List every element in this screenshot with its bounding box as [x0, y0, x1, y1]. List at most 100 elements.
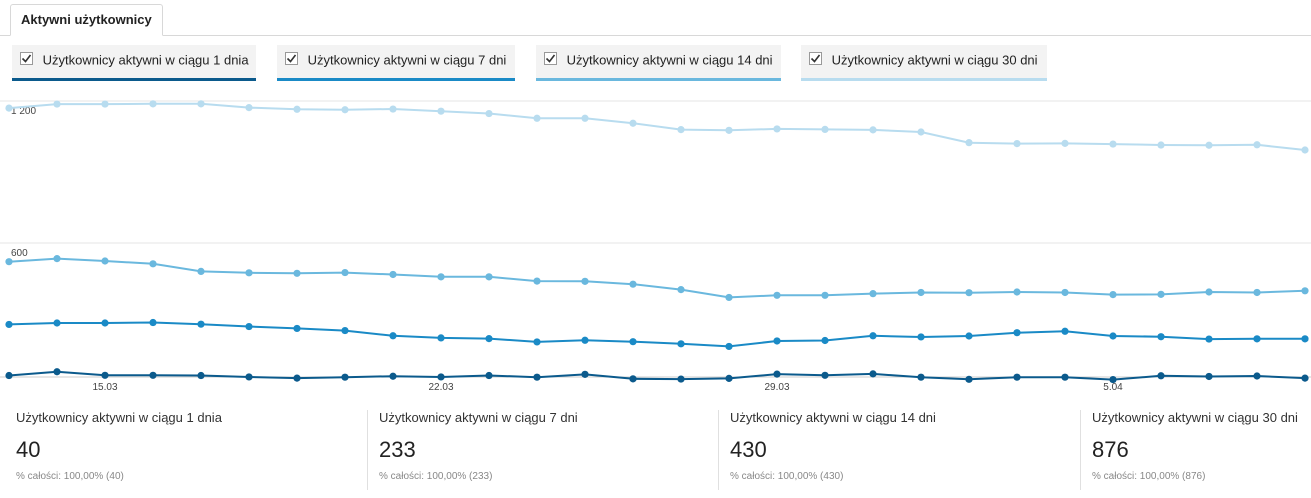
stat-label: Użytkownicy aktywni w ciągu 14 dni [730, 410, 936, 425]
data-point [677, 126, 685, 134]
legend-toggle-7-days[interactable]: Użytkownicy aktywni w ciągu 7 dni [277, 45, 515, 81]
data-point [149, 100, 157, 108]
data-point [869, 332, 877, 340]
stat-label: Użytkownicy aktywni w ciągu 1 dnia [16, 410, 222, 425]
data-point [5, 258, 13, 266]
data-point [725, 342, 733, 351]
tab-active-users[interactable]: Aktywni użytkownicy [10, 4, 163, 36]
data-point [389, 105, 397, 113]
checkbox-checked-icon[interactable] [20, 52, 33, 66]
data-point [485, 273, 493, 281]
data-point [725, 126, 733, 134]
stat-value: 40 [16, 437, 41, 462]
x-tick-label: 5.04 [1103, 382, 1123, 393]
data-point [965, 375, 973, 383]
stat-label: Użytkownicy aktywni w ciągu 7 dni [379, 410, 578, 425]
data-point [581, 370, 589, 378]
checkbox-checked-icon[interactable] [809, 52, 822, 66]
legend-color-bar [536, 78, 781, 81]
stat-7-days: Użytkownicy aktywni w ciągu 7 dni 233 % … [379, 410, 709, 488]
data-point [1205, 288, 1213, 296]
stat-value: 876 [1092, 437, 1129, 462]
stat-value: 233 [379, 437, 416, 462]
data-point [293, 374, 301, 382]
data-point [341, 373, 349, 381]
data-point [389, 372, 397, 380]
stat-value: 430 [730, 437, 767, 462]
data-point [101, 319, 109, 327]
data-point [341, 268, 349, 277]
data-point [1253, 141, 1261, 149]
data-point [725, 374, 733, 382]
series-line [8, 102, 1306, 151]
divider [718, 410, 719, 490]
data-point [293, 105, 301, 113]
stat-30-days: Użytkownicy aktywni w ciągu 30 dni 876 %… [1092, 410, 1307, 488]
stat-percent: % całości: 100,00% (233) [379, 471, 493, 482]
data-point [1301, 146, 1309, 154]
data-point [1205, 335, 1213, 343]
data-point [629, 119, 637, 127]
data-point [485, 335, 493, 343]
legend-color-bar [277, 78, 515, 81]
stat-label: Użytkownicy aktywni w ciągu 30 dni [1092, 410, 1298, 425]
legend-toggle-30-days[interactable]: Użytkownicy aktywni w ciągu 30 dni [801, 45, 1047, 81]
stat-percent: % całości: 100,00% (876) [1092, 471, 1206, 482]
data-point [1205, 141, 1213, 149]
data-point [245, 269, 253, 277]
data-point [821, 125, 829, 133]
legend-toggle-1-day[interactable]: Użytkownicy aktywni w ciągu 1 dnia [12, 45, 256, 81]
data-point [245, 104, 253, 112]
checkbox-checked-icon[interactable] [544, 52, 557, 66]
data-point [389, 270, 397, 279]
data-point [869, 370, 877, 378]
data-point [149, 371, 157, 379]
stat-14-days: Użytkownicy aktywni w ciągu 14 dni 430 %… [730, 410, 1070, 488]
legend-label: Użytkownicy aktywni w ciągu 7 dni [307, 52, 507, 68]
data-point [629, 280, 637, 288]
data-point [101, 371, 109, 379]
y-tick-label: 1 200 [11, 106, 36, 117]
data-point [293, 324, 301, 333]
data-point [773, 370, 781, 378]
data-point [917, 373, 925, 381]
legend-toggle-14-days[interactable]: Użytkownicy aktywni w ciągu 14 dni [536, 45, 781, 81]
legend-label: Użytkownicy aktywni w ciągu 30 dni [831, 52, 1038, 68]
data-point [773, 291, 781, 299]
tab-bar: Aktywni użytkownicy [0, 0, 1311, 36]
data-point [1013, 140, 1021, 148]
data-point [677, 375, 685, 383]
x-tick-label: 15.03 [92, 382, 117, 393]
data-point [1157, 333, 1165, 341]
data-point [917, 333, 925, 341]
stat-percent: % całości: 100,00% (430) [730, 471, 844, 482]
data-point [1061, 288, 1069, 297]
data-point [581, 336, 589, 344]
series-line [8, 257, 1306, 299]
data-point [773, 337, 781, 345]
data-point [1253, 372, 1261, 380]
data-point [917, 128, 925, 136]
data-point [53, 100, 61, 108]
data-point [677, 286, 685, 294]
data-point [1301, 287, 1309, 295]
data-point [629, 338, 637, 346]
y-tick-label: 600 [11, 248, 28, 259]
data-point [1253, 288, 1261, 297]
checkbox-checked-icon[interactable] [285, 52, 298, 66]
legend-color-bar [801, 78, 1047, 81]
data-point [1109, 290, 1117, 299]
data-point [533, 277, 541, 285]
data-point [341, 326, 349, 335]
data-point [293, 269, 301, 277]
data-point [197, 267, 205, 275]
data-point [677, 340, 685, 348]
x-tick-label: 22.03 [428, 382, 453, 393]
data-point [437, 273, 445, 281]
data-point [869, 126, 877, 134]
stats-summary: Użytkownicy aktywni w ciągu 1 dnia 40 % … [0, 400, 1311, 498]
data-point [821, 336, 829, 345]
data-point [965, 332, 973, 340]
data-point [1013, 288, 1021, 296]
data-point [437, 107, 445, 115]
